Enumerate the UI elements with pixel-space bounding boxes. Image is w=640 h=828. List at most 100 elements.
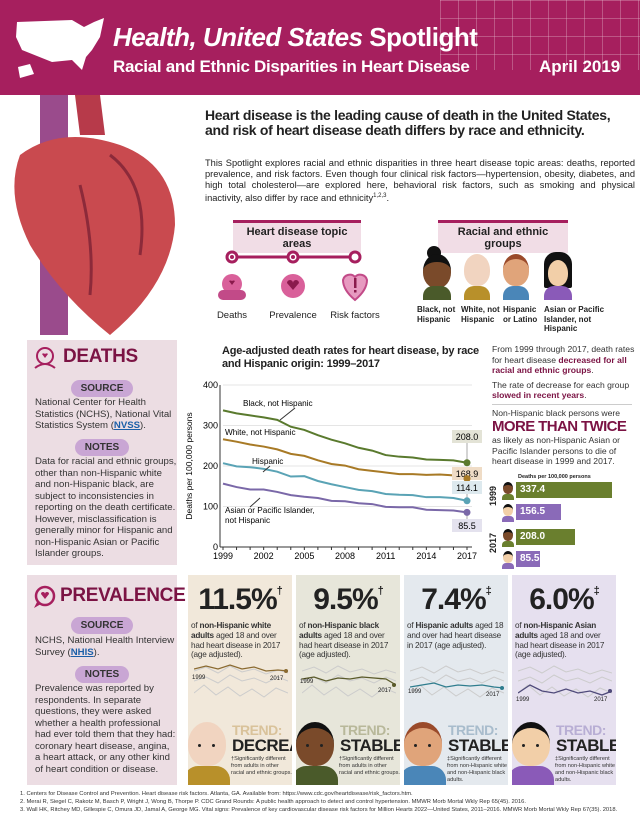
prevalence-value: 7.4%‡ xyxy=(404,583,508,617)
desc-pre: of xyxy=(299,621,308,630)
x-tick-label: 2017 xyxy=(457,551,477,561)
card-footnote: ‡Significantly different from non-Hispan… xyxy=(447,756,508,783)
sparkline-end: 2017 xyxy=(486,692,500,698)
end-point xyxy=(463,475,471,483)
group-label-hispanic: Hispanic or Latino xyxy=(503,305,538,324)
significance-mark: ‡ xyxy=(593,585,600,597)
groups-heading: Racial and ethnic groups xyxy=(438,220,568,253)
x-tick-label: 2002 xyxy=(254,551,274,561)
sparkline-start: 1999 xyxy=(516,697,530,703)
group-label-asian: Asian or Pacific Islander, not Hispanic xyxy=(544,305,605,333)
deaths-side-panel: From 1999 through 2017, death rates for … xyxy=(492,344,638,467)
avatar-black-icon xyxy=(502,482,514,500)
publication-date: April 2019 xyxy=(539,57,621,76)
trend-label: TREND: xyxy=(448,722,498,738)
footnote-2: 2. Merai R, Siegel C, Rakotz M, Basch P,… xyxy=(20,799,526,805)
end-label: 208.0 xyxy=(456,432,479,442)
series-label: White, not Hispanic xyxy=(225,428,296,437)
title-rest: Spotlight xyxy=(369,22,478,52)
desc-group: Hispanic adults xyxy=(415,621,474,630)
series-label: Black, not Hispanic xyxy=(243,399,313,408)
nvss-link[interactable]: NVSS xyxy=(113,420,141,431)
percent: 11.5% xyxy=(198,583,277,616)
trend-label: TREND: xyxy=(340,722,390,738)
card-footnote: ‡Significantly different from non-Hispan… xyxy=(555,756,616,783)
prevalence-description: of non-Hispanic Asian adults aged 18 and… xyxy=(515,621,615,660)
death-bar-asian-1999: 156.5 xyxy=(516,504,561,520)
significance-mark: † xyxy=(276,585,283,597)
card-footnote: †Significantly different from adults in … xyxy=(339,756,400,776)
deaths-source: National Center for Health Statistics (N… xyxy=(35,397,175,432)
intro-lead: Heart disease is the leading cause of de… xyxy=(205,107,611,138)
citation-sup: 1,2,3 xyxy=(373,193,387,199)
x-tick-label: 2008 xyxy=(335,551,355,561)
y-tick-label: 100 xyxy=(203,502,218,512)
deaths-icon xyxy=(34,347,56,369)
trend-value: STABLE xyxy=(556,736,616,755)
avatar-asian-icon xyxy=(502,551,514,569)
prevalence-title: PREVALENCE xyxy=(60,585,186,606)
prevalence-panel: PREVALENCE SOURCE NCHS, National Health … xyxy=(27,575,186,785)
prevalence-notes: Prevalence was reported by respondents. … xyxy=(35,683,176,775)
end-label-box xyxy=(452,519,482,532)
prevalence-card: 7.4%‡ of Hispanic adults aged 18 and ove… xyxy=(404,575,508,785)
trend-sparkline xyxy=(518,665,612,698)
desc-pre: of xyxy=(407,621,416,630)
avatar-black-icon xyxy=(502,529,514,547)
significance-mark: ‡ xyxy=(485,585,492,597)
percent: 6.0% xyxy=(529,583,594,616)
us-map-icon xyxy=(16,18,104,78)
footnote-3: 3. Wall HK, Ritchey MD, Gillespie C, Omu… xyxy=(20,807,618,813)
desc-group: non-Hispanic Asian adults xyxy=(515,621,597,640)
card-footnote: †Significantly different from adults in … xyxy=(231,756,292,776)
header-banner: Health, United States Spotlight Racial a… xyxy=(0,0,640,95)
series-label-leader xyxy=(279,407,296,421)
prevalence-value: 11.5%† xyxy=(188,583,292,617)
y-tick-label: 400 xyxy=(203,380,218,390)
x-tick-label: 1999 xyxy=(213,551,233,561)
bars-label: Deaths per 100,000 persons xyxy=(518,474,591,480)
trend-value: DECREASE xyxy=(232,736,292,755)
x-tick-label: 2014 xyxy=(416,551,436,561)
sparkline-start: 1999 xyxy=(192,675,206,681)
end-label: 168.9 xyxy=(456,469,479,479)
prevalence-description: of non-Hispanic black adults aged 18 and… xyxy=(299,621,399,660)
percent: 9.5% xyxy=(313,583,378,616)
sparkline-end: 2017 xyxy=(594,697,608,703)
x-tick-label: 2005 xyxy=(294,551,314,561)
deaths-summary-3: Non-Hispanic black persons were xyxy=(492,407,621,418)
source-label: SOURCE xyxy=(70,617,134,634)
summary-text: The rate of decrease for each group xyxy=(492,379,630,390)
avatar xyxy=(512,722,554,785)
trend-value: STABLE xyxy=(448,736,508,755)
page-subtitle: Racial and Ethnic Disparities in Heart D… xyxy=(113,57,470,76)
prevalence-source: NCHS, National Health Interview Survey (… xyxy=(35,635,175,658)
trend-sparkline xyxy=(302,665,396,698)
end-label: 114.1 xyxy=(456,483,478,493)
nhis-link[interactable]: NHIS xyxy=(70,646,94,658)
source-text: NCHS, National Health Interview Survey ( xyxy=(35,635,175,658)
summary-end: . xyxy=(591,365,594,375)
topics-heading: Heart disease topic areas xyxy=(233,220,361,253)
desc-post: aged 18 and over had heart disease in 20… xyxy=(299,630,389,660)
avatar xyxy=(188,722,230,785)
desc-post: aged 18 and over had heart disease in 20… xyxy=(407,621,504,650)
trend-label: TREND: xyxy=(556,722,606,738)
source-label: SOURCE xyxy=(70,380,134,397)
x-tick-label: 2011 xyxy=(376,551,395,561)
y-tick-label: 200 xyxy=(203,461,218,471)
trend-sparkline xyxy=(194,664,288,698)
trend-sparkline xyxy=(410,665,504,698)
heart-exclamation-icon xyxy=(341,273,369,302)
deaths-panel: DEATHS SOURCE National Center for Health… xyxy=(27,340,177,565)
death-bar-black-1999: 337.4 xyxy=(516,482,612,498)
avatar-hispanic xyxy=(503,254,529,300)
source-end: ). xyxy=(93,646,100,658)
summary-bold: slowed in recent years xyxy=(492,390,585,400)
avatar-asian-icon xyxy=(502,504,514,522)
death-rate-chart: 0 100 200 300 400 1999 2002 2005 2008 2011 2014 201… xyxy=(184,380,482,561)
end-point xyxy=(463,497,471,505)
sparkline-end: 2017 xyxy=(270,676,284,682)
speech-heart-icon xyxy=(34,585,56,608)
desc-group: non-Hispanic white adults xyxy=(191,621,271,640)
